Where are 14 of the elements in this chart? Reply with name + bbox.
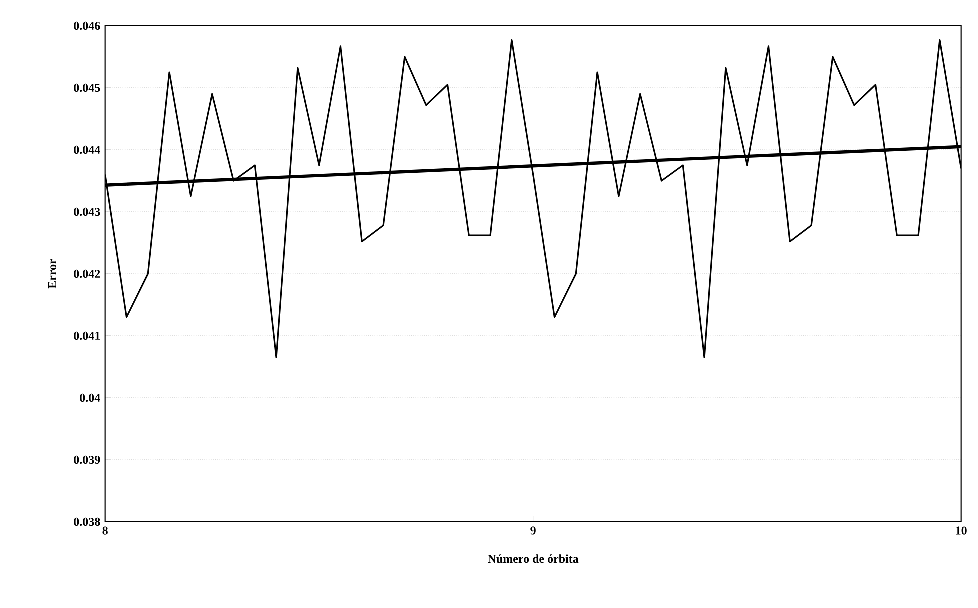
y-tick-label: 0.046: [74, 22, 100, 30]
y-tick-label: 0.041: [74, 332, 100, 340]
x-tick-label: 9: [530, 526, 536, 535]
y-tick-label: 0.038: [74, 518, 100, 526]
y-tick-label: 0.043: [74, 208, 100, 216]
y-tick-label: 0.044: [74, 146, 100, 154]
y-tick-label: 0.042: [74, 270, 100, 278]
y-tick-label: 0.04: [80, 394, 100, 402]
x-axis-title: Número de órbita: [488, 554, 579, 564]
y-axis-title: Error: [48, 259, 56, 289]
y-tick-label: 0.039: [74, 456, 100, 464]
x-tick-label: 8: [102, 526, 108, 535]
x-tick-label: 10: [956, 526, 967, 535]
y-tick-label: 0.045: [74, 84, 100, 92]
